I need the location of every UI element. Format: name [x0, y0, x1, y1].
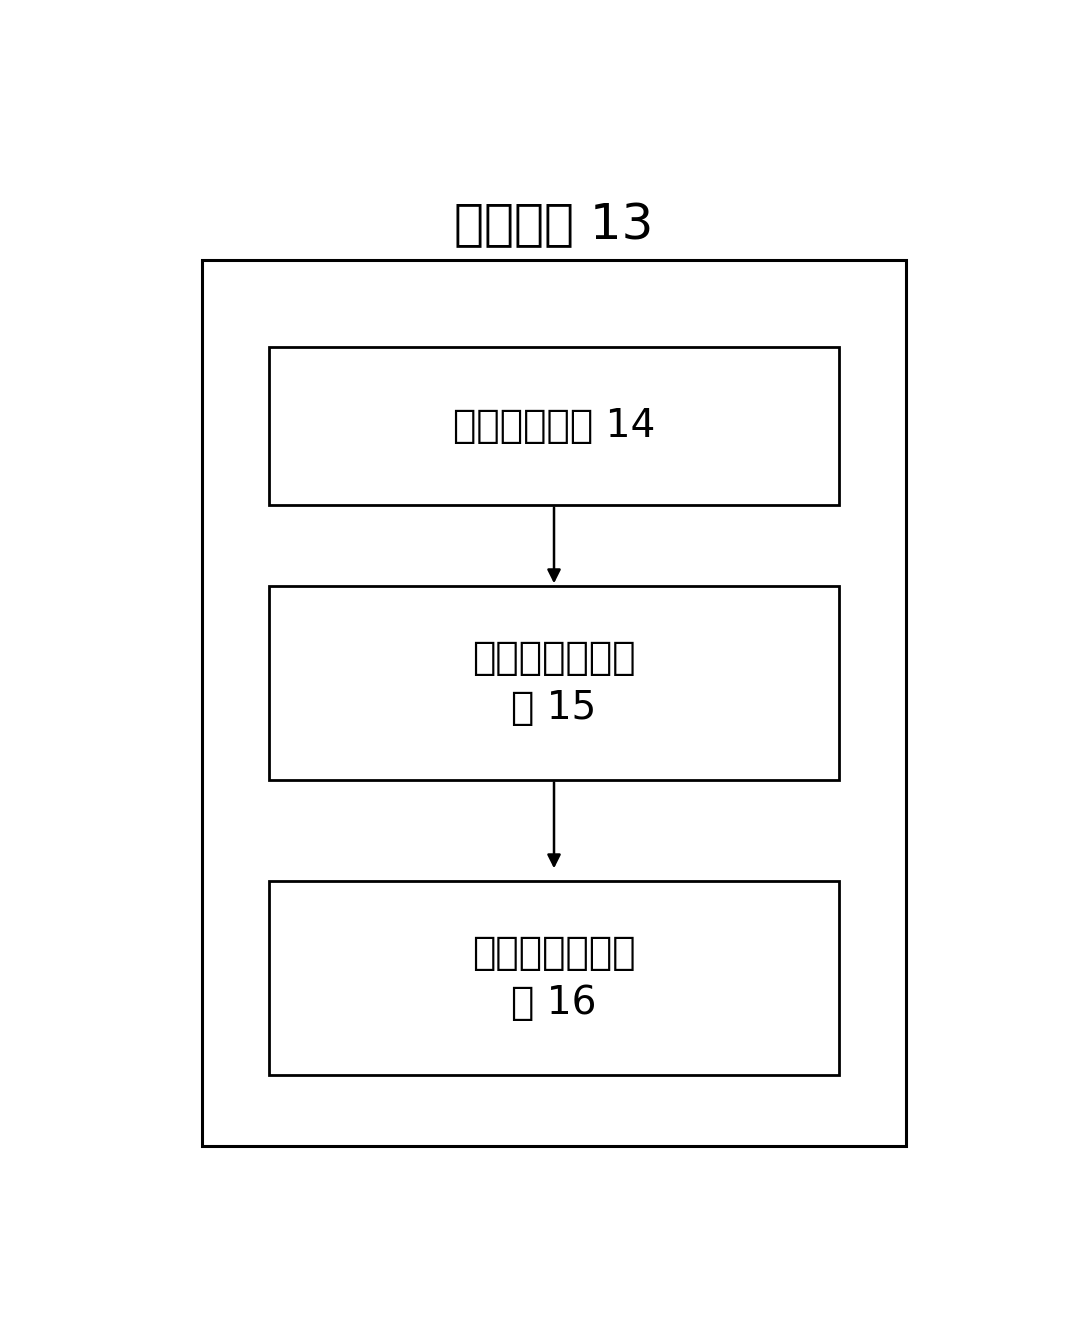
Bar	[269, 882, 839, 1075]
Text: 图纸数据模块 14: 图纸数据模块 14	[453, 407, 655, 444]
Bar	[202, 260, 906, 1146]
Text: 图纸测量数据模
块 16: 图纸测量数据模 块 16	[472, 935, 636, 1022]
Text: 图纸报告数据模
块 15: 图纸报告数据模 块 15	[472, 639, 636, 727]
Text: 微处理器 13: 微处理器 13	[454, 201, 654, 249]
Bar	[269, 586, 839, 780]
Bar	[269, 346, 839, 505]
